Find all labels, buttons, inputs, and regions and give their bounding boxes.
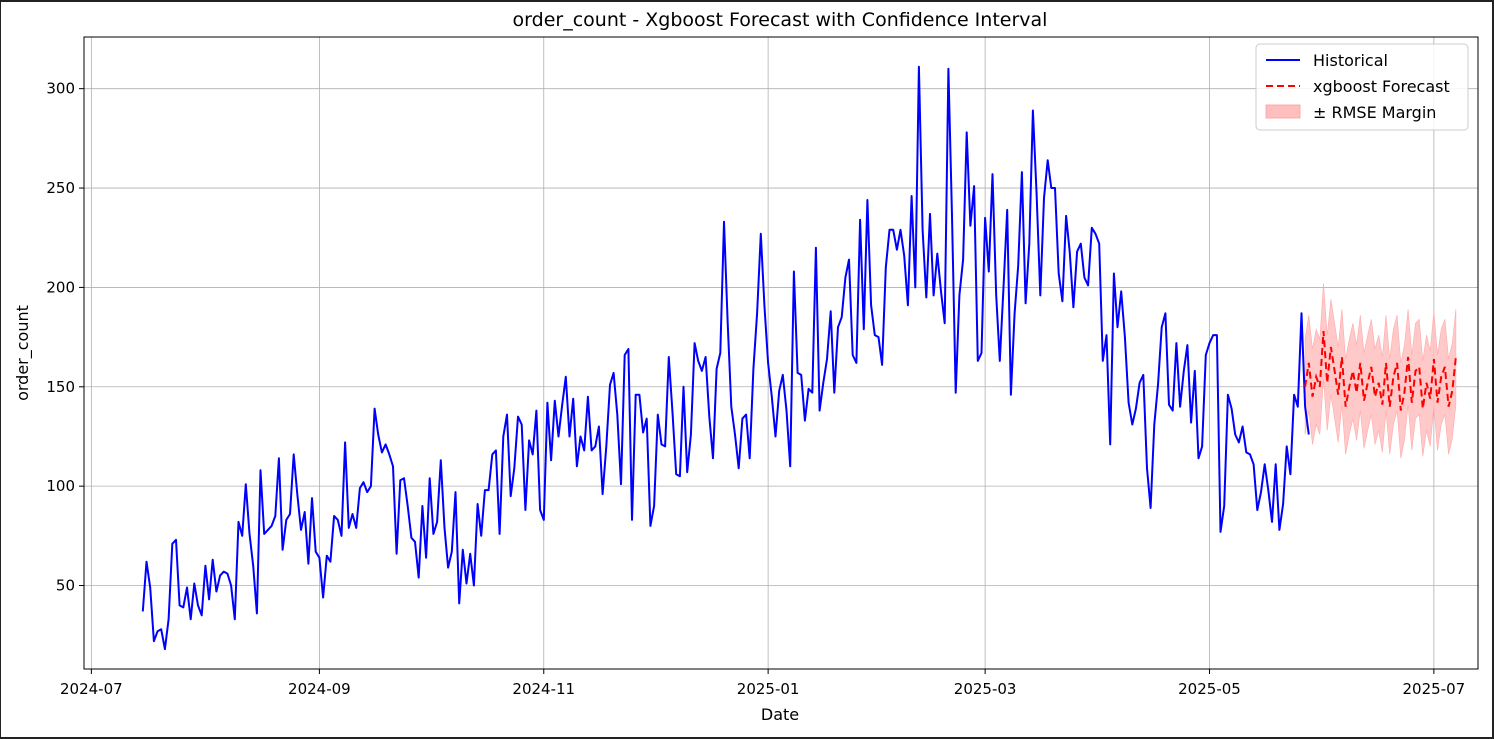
legend-box xyxy=(1255,43,1469,131)
x-tick-label: 2024-07 xyxy=(60,680,123,698)
x-tick-label: 2024-09 xyxy=(288,680,351,698)
y-tick-label: 150 xyxy=(46,378,75,396)
rmse-band-area xyxy=(1304,283,1457,459)
y-axis-ticks: 50 100 150 200 250 300 xyxy=(46,80,84,595)
x-tick-label: 2025-03 xyxy=(954,680,1017,698)
x-tick-label: 2025-07 xyxy=(1403,680,1466,698)
y-tick-label: 100 xyxy=(46,477,75,495)
y-axis-label: order_count xyxy=(13,305,33,401)
grid-lines xyxy=(84,37,1478,669)
y-tick-label: 250 xyxy=(46,179,75,197)
x-axis-label: Date xyxy=(761,705,799,724)
historical-line xyxy=(141,65,1310,651)
legend-historical-label: Historical xyxy=(1313,51,1388,70)
legend-forecast-label: xgboost Forecast xyxy=(1313,77,1450,96)
y-tick-label: 50 xyxy=(56,577,75,595)
series-lines xyxy=(141,65,1457,651)
legend-band-swatch xyxy=(1265,104,1301,119)
legend: Historical xgboost Forecast ± RMSE Margi… xyxy=(1255,43,1469,131)
rmse-band xyxy=(1304,283,1457,459)
x-tick-label: 2025-01 xyxy=(737,680,800,698)
x-tick-label: 2024-11 xyxy=(512,680,575,698)
chart-title: order_count - Xgboost Forecast with Conf… xyxy=(513,9,1048,31)
x-tick-label: 2025-05 xyxy=(1178,680,1241,698)
y-tick-label: 200 xyxy=(46,278,75,296)
x-axis-ticks: 2024-07 2024-09 2024-11 2025-01 2025-03 2025-… xyxy=(60,669,1465,698)
forecast-line xyxy=(1304,331,1457,411)
plot-area-border xyxy=(83,36,1479,670)
y-tick-label: 300 xyxy=(46,80,75,98)
legend-band-label: ± RMSE Margin xyxy=(1313,103,1436,122)
